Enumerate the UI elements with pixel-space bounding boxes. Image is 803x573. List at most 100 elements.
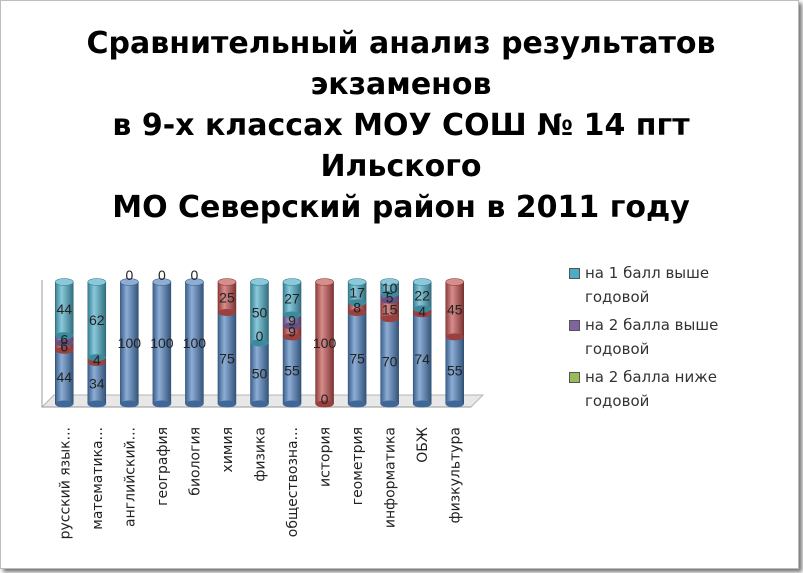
x-tick-label: математика... <box>90 427 106 530</box>
bar-segment-bottom <box>380 400 399 408</box>
data-label: 44 <box>56 301 72 317</box>
bar-segment-bottom <box>413 305 432 313</box>
bar-segment-bottom <box>87 359 106 367</box>
data-label: 75 <box>219 350 235 366</box>
bar-segment-bottom <box>55 346 74 354</box>
data-label: 8 <box>353 300 361 316</box>
data-label: 4 <box>418 303 426 319</box>
title-line-3: в 9-х классах МОУ СОШ № 14 пгт <box>112 108 690 143</box>
bar-segment-bottom <box>315 400 334 408</box>
bar-segment-bottom <box>120 400 139 408</box>
bar-segment-bottom <box>348 400 367 408</box>
bar-segment-bottom <box>445 333 464 341</box>
bar-segment-bottom <box>380 315 399 323</box>
data-label: 74 <box>414 351 430 367</box>
data-label: 50 <box>252 305 268 321</box>
x-tick-label: химия <box>220 427 236 472</box>
bar-segment-bottom <box>283 400 302 408</box>
bar-segment-bottom <box>348 309 367 316</box>
bar-top-cap <box>217 278 237 286</box>
bar-segment-bottom <box>185 400 204 408</box>
x-tick-label: ОБЖ <box>415 427 431 463</box>
bar-segment-bottom <box>55 339 74 347</box>
bar-stack-4 <box>185 278 204 408</box>
bar-stack-3 <box>152 278 172 408</box>
bar-top-cap <box>54 278 74 286</box>
bar-stack-0 <box>54 278 74 408</box>
bar-top-cap <box>250 278 269 286</box>
data-label: 45 <box>447 301 463 317</box>
bar-top-cap <box>120 278 139 286</box>
data-label: 0 <box>191 267 199 283</box>
bar-top-cap <box>87 278 107 286</box>
data-label: 100 <box>313 335 337 351</box>
bar-top-cap <box>185 278 204 286</box>
data-label: 22 <box>414 287 430 303</box>
data-label: 17 <box>349 284 365 300</box>
legend-label: на 1 балл выше годовой <box>585 264 710 306</box>
bar-segment-bottom <box>217 400 236 408</box>
data-label: 100 <box>150 335 174 351</box>
bar-segment-bottom <box>152 400 171 408</box>
bar-stack-12 <box>445 278 465 408</box>
legend-swatch <box>569 320 580 331</box>
data-label: 9 <box>288 312 296 328</box>
data-label: 27 <box>284 290 300 306</box>
data-label: 0 <box>158 267 166 283</box>
bar-segment-bottom <box>250 400 269 408</box>
legend-label: на 2 балла выше годовой <box>585 316 719 358</box>
data-label: 50 <box>252 366 268 382</box>
data-label: 55 <box>284 362 300 378</box>
bar-segment-bottom <box>55 400 74 408</box>
bar-stack-5 <box>217 278 237 408</box>
x-tick-label: физкультура <box>448 427 464 523</box>
bar-segment-bottom <box>380 290 399 298</box>
bar-stack-10 <box>380 278 399 408</box>
data-label: 55 <box>447 362 463 378</box>
bar-segment-bottom <box>283 333 302 341</box>
bar-top-cap <box>380 278 399 286</box>
legend-label: на 2 балла ниже годовой <box>585 368 717 410</box>
x-tick-label: физика <box>253 427 269 482</box>
bar-segment-bottom <box>348 299 367 307</box>
bar-top-cap <box>412 278 432 286</box>
bar-segment-bottom <box>413 310 432 318</box>
data-label: 0 <box>256 328 264 344</box>
x-tick-label: информатика <box>383 427 399 528</box>
data-label: 10 <box>382 280 398 296</box>
data-label: 75 <box>349 350 365 366</box>
bar-stack-11 <box>412 278 432 408</box>
title-line-1: Сравнительный анализ результатов <box>86 26 716 61</box>
bar-stack-8 <box>315 278 334 408</box>
x-tick-label: английский... <box>122 427 138 527</box>
chart-title: Сравнительный анализ результатов экзамен… <box>41 23 761 228</box>
data-label: 6 <box>60 331 68 347</box>
data-label: 6 <box>60 339 68 355</box>
data-label: 25 <box>219 289 235 305</box>
bar-top-cap <box>152 278 172 286</box>
legend-swatch <box>569 268 580 279</box>
data-label: 5 <box>386 289 394 305</box>
data-label: 0 <box>125 267 133 283</box>
bar-segment-bottom <box>217 309 236 316</box>
bar-top-cap <box>282 278 302 286</box>
x-tick-label: биология <box>187 427 203 496</box>
bar-segment-bottom <box>87 354 106 362</box>
bar-segment-bottom <box>380 296 399 304</box>
bar-segment-bottom <box>445 400 464 408</box>
bar-segment-bottom <box>283 311 302 319</box>
x-tick-label: обществозна... <box>285 427 301 537</box>
data-label: 62 <box>89 312 105 328</box>
data-label: 0 <box>321 391 329 407</box>
data-label: 100 <box>183 335 207 351</box>
x-tick-label: русский язык... <box>57 427 73 539</box>
bar-top-cap <box>347 278 367 286</box>
data-label: 44 <box>56 369 72 385</box>
data-label: 100 <box>118 335 142 351</box>
x-tick-label: география <box>155 427 171 506</box>
bar-segment-bottom <box>55 332 74 340</box>
bar-stack-9 <box>347 278 367 408</box>
bar-stack-1 <box>87 278 107 408</box>
